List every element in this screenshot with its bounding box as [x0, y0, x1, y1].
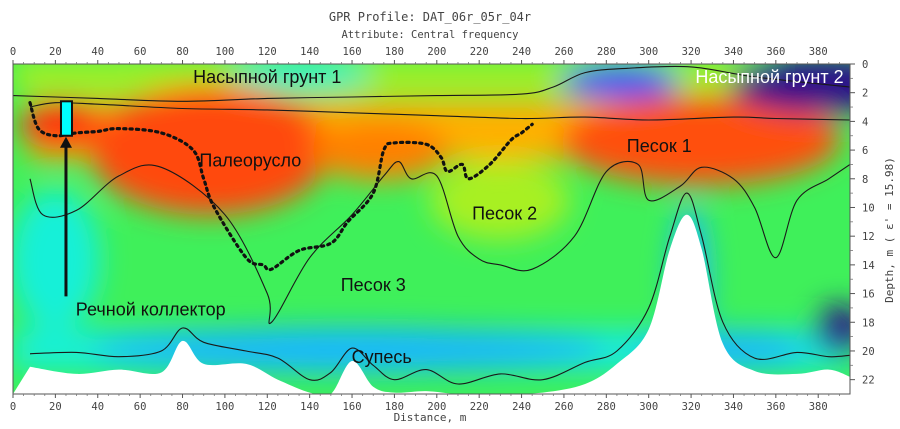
boundary-line — [29, 102, 850, 121]
x-tick-label: 300 — [639, 401, 658, 413]
x-tick-label: 220 — [470, 401, 489, 413]
x-tick-label: 140 — [300, 46, 319, 58]
y-axis-label: Depth, m ( ε' = 15.98) — [883, 157, 896, 303]
heatmap-blob — [815, 305, 850, 355]
y-tick-label: 0 — [862, 59, 868, 71]
y-tick-label: 20 — [862, 346, 875, 358]
x-tick-label: 60 — [134, 46, 147, 58]
chart-subtitle: Attribute: Central frequency — [341, 29, 518, 41]
heatmap-blob — [90, 328, 610, 372]
heatmap-blob — [13, 190, 100, 330]
layer-boundaries — [13, 65, 850, 385]
paleochannel-outline — [28, 101, 534, 272]
y-tick-label: 22 — [862, 375, 875, 387]
x-tick-label: 340 — [724, 46, 743, 58]
chart-title: GPR Profile: DAT_06r_05r_04r — [329, 10, 531, 24]
heatmap-field — [13, 64, 850, 394]
layer-label: Насыпной грунт 2 — [695, 67, 843, 87]
x-axis-bottom: 0 20 40 60 80 100 120 140 160 180 200 220 240 260 280 3… — [10, 394, 840, 413]
x-axis-label: Distance, m — [394, 411, 467, 424]
x-tick-label: 180 — [385, 401, 404, 413]
y-tick-label: 6 — [862, 145, 868, 157]
x-axis-top: 0 20 40 60 80 100 120 140 160 180 200 220 240 260 280 3… — [10, 46, 840, 64]
x-tick-label: 300 — [639, 46, 658, 58]
x-tick-label: 380 — [809, 401, 828, 413]
x-tick-label: 0 — [10, 46, 16, 58]
y-tick-label: 2 — [862, 88, 868, 100]
x-tick-label: 280 — [597, 46, 616, 58]
x-tick-label: 40 — [91, 401, 104, 413]
heatmap-blob — [560, 95, 840, 185]
x-tick-label: 260 — [554, 46, 573, 58]
heatmap-blob — [430, 160, 570, 240]
x-tick-label: 320 — [682, 46, 701, 58]
x-tick-label: 80 — [176, 46, 189, 58]
collector-arrowhead — [59, 136, 72, 148]
boundary-line — [13, 65, 850, 102]
river-collector-marker — [59, 100, 73, 297]
x-tick-label: 240 — [512, 46, 531, 58]
x-tick-label: 100 — [215, 46, 234, 58]
y-axis-right: 0 2 4 6 8 10 12 14 16 18 20 22 — [850, 59, 875, 387]
heatmap-blobs — [13, 64, 850, 372]
x-tick-label: 200 — [427, 46, 446, 58]
x-tick-label: 60 — [134, 401, 147, 413]
x-tick-label: 140 — [300, 401, 319, 413]
layer-label: Песок 2 — [472, 203, 537, 223]
heatmap-blob — [90, 85, 330, 215]
x-tick-label: 380 — [809, 46, 828, 58]
no-data-mask — [13, 214, 850, 394]
x-tick-label: 360 — [766, 46, 785, 58]
x-tick-label: 340 — [724, 401, 743, 413]
x-tick-label: 200 — [427, 401, 446, 413]
plot-frame — [12, 63, 851, 395]
y-tick-label: 12 — [862, 231, 875, 243]
boundary-line — [29, 192, 850, 385]
heatmap-blob — [560, 66, 680, 98]
heatmap-blob — [310, 120, 450, 180]
x-tick-label: 360 — [766, 401, 785, 413]
x-tick-label: 20 — [49, 401, 62, 413]
x-tick-label: 180 — [385, 46, 404, 58]
y-tick-label: 16 — [862, 289, 875, 301]
layer-label: Песок 3 — [341, 275, 406, 295]
x-tick-label: 220 — [470, 46, 489, 58]
heatmap-blob — [230, 64, 370, 88]
x-tick-label: 0 — [10, 401, 16, 413]
x-tick-label: 120 — [258, 46, 277, 58]
heatmap-blob — [13, 64, 850, 92]
boundary-line — [29, 160, 850, 325]
x-tick-label: 160 — [343, 401, 362, 413]
x-tick-label: 240 — [512, 401, 531, 413]
y-tick-label: 4 — [862, 116, 868, 128]
layer-label: Песок 1 — [627, 136, 692, 156]
y-tick-label: 18 — [862, 317, 875, 329]
x-tick-label: 20 — [49, 46, 62, 58]
y-tick-label: 10 — [862, 202, 875, 214]
layer-label: Палеорусло — [199, 150, 301, 170]
x-tick-label: 280 — [597, 401, 616, 413]
y-tick-label: 14 — [862, 260, 875, 272]
y-tick-label: 8 — [862, 174, 868, 186]
x-tick-label: 100 — [215, 401, 234, 413]
layer-label: Супесь — [352, 347, 412, 367]
x-tick-label: 120 — [258, 401, 277, 413]
layer-labels: Насыпной грунт 1 Насыпной грунт 2 Палеорус… — [76, 67, 844, 367]
x-tick-label: 320 — [682, 401, 701, 413]
x-tick-label: 260 — [554, 401, 573, 413]
x-tick-label: 40 — [91, 46, 104, 58]
x-tick-label: 160 — [343, 46, 362, 58]
heatmap-blob — [730, 64, 850, 113]
collector-box — [59, 100, 73, 137]
layer-label: Речной коллектор — [76, 300, 226, 320]
x-tick-label: 80 — [176, 401, 189, 413]
layer-label: Насыпной грунт 1 — [193, 67, 341, 87]
